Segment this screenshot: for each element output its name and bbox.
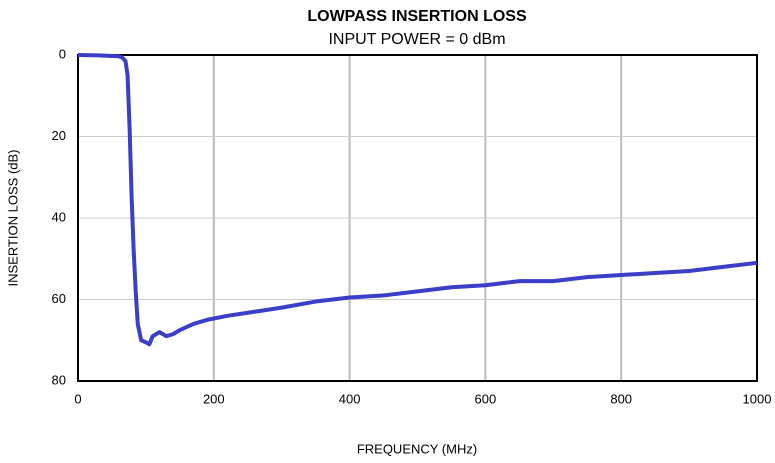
x-axis-label: FREQUENCY (MHz) bbox=[357, 441, 477, 456]
data-line bbox=[77, 53, 758, 347]
plot-frame bbox=[77, 54, 758, 382]
y-axis-label: INSERTION LOSS (dB) bbox=[5, 149, 20, 286]
y-tick-label: 0 bbox=[59, 46, 66, 61]
y-tick-label: 80 bbox=[52, 372, 66, 387]
y-tick-label: 20 bbox=[52, 128, 66, 143]
chart-subtitle: INPUT POWER = 0 dBm bbox=[328, 31, 505, 48]
chart-title: LOWPASS INSERTION LOSS bbox=[307, 8, 527, 25]
x-tick-label: 1000 bbox=[743, 391, 772, 406]
x-tick-label: 800 bbox=[610, 391, 632, 406]
x-tick-label: 0 bbox=[74, 391, 81, 406]
x-tick-label: 200 bbox=[203, 391, 225, 406]
x-tick-label: 600 bbox=[475, 391, 497, 406]
y-tick-label: 60 bbox=[52, 291, 66, 306]
x-tick-label: 400 bbox=[339, 391, 361, 406]
y-tick-label: 40 bbox=[52, 209, 66, 224]
